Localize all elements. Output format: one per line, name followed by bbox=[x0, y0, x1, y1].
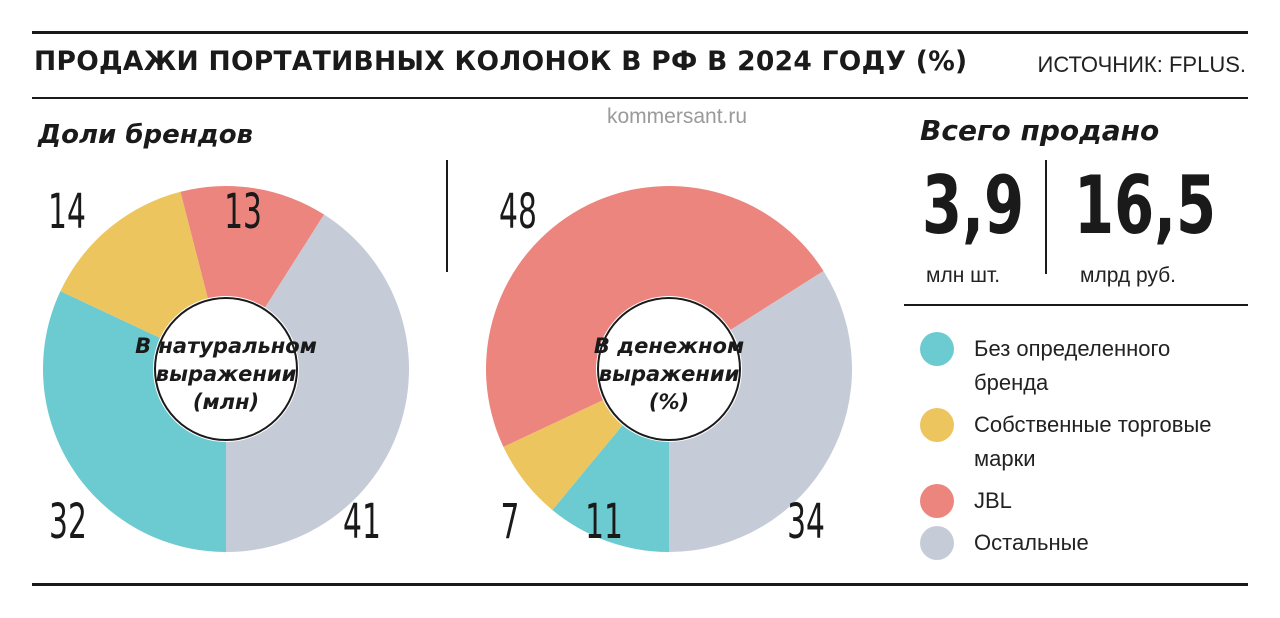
donut-center-1 bbox=[154, 297, 298, 441]
donut-center-text-2-2: выражении bbox=[599, 362, 740, 386]
donut-slice-2-4 bbox=[669, 270, 852, 552]
donut-slice-2-2 bbox=[503, 400, 623, 511]
donut-center-text-1-1: В натуральном bbox=[135, 334, 317, 358]
donut-value-label-2-4: 34 bbox=[787, 495, 825, 550]
donut-center-text-2-3: (%) bbox=[649, 390, 689, 414]
donut-slice-2-3 bbox=[485, 185, 824, 447]
donut-value-label-2-1: 11 bbox=[585, 495, 623, 550]
units-total-label: млн шт. bbox=[926, 264, 1001, 287]
donut-value-label-1-4: 41 bbox=[343, 495, 381, 550]
chart-title: ПРОДАЖИ ПОРТАТИВНЫХ КОЛОНОК В РФ В 2024 … bbox=[34, 46, 968, 77]
donut-slice-1-3 bbox=[180, 186, 325, 308]
title-rule bbox=[32, 97, 1248, 99]
donut-chart-2: В денежном выражении (%) 11 7 48 34 bbox=[485, 185, 852, 553]
legend-swatch bbox=[920, 484, 954, 518]
watermark: kommersant.ru bbox=[607, 105, 748, 128]
legend-swatch bbox=[920, 526, 954, 560]
shares-heading: Доли брендов bbox=[38, 120, 254, 150]
donut-chart-1: В натуральном выражении (млн) 32 14 13 41 bbox=[42, 185, 409, 553]
donut-value-label-1-2: 14 bbox=[48, 185, 86, 240]
donut-value-label-1-1: 32 bbox=[49, 495, 87, 550]
donut-charts: В натуральном выражении (млн) 32 14 13 41 В ден… bbox=[42, 185, 852, 553]
legend-swatch bbox=[920, 408, 954, 442]
top-rule bbox=[32, 31, 1248, 34]
donut-slice-2-1 bbox=[552, 425, 669, 553]
donut-value-label-2-2: 7 bbox=[501, 495, 520, 550]
donut-slice-1-2 bbox=[60, 191, 208, 338]
charts-separator bbox=[446, 160, 448, 272]
legend-swatch bbox=[920, 332, 954, 366]
legend-label: JBL bbox=[974, 488, 1012, 513]
totals-separator bbox=[1045, 160, 1047, 274]
donut-center-text-1-3: (млн) bbox=[193, 390, 259, 414]
totals-rule bbox=[904, 304, 1248, 306]
total-heading: Всего продано bbox=[920, 114, 1160, 147]
donut-value-label-1-3: 13 bbox=[224, 185, 262, 240]
donut-slice-1-1 bbox=[42, 291, 226, 552]
legend-label: Остальные bbox=[974, 530, 1089, 555]
legend-label: Собственные торговые марки bbox=[974, 412, 1212, 471]
donut-center-text-1-2: выражении bbox=[156, 362, 297, 386]
donut-center-text-2-1: В денежном bbox=[594, 334, 744, 358]
money-total-label: млрд руб. bbox=[1080, 264, 1177, 287]
legend-label: Без определенного бренда bbox=[974, 336, 1171, 395]
donut-slice-1-4 bbox=[226, 214, 409, 553]
units-total-value: 3,9 bbox=[922, 159, 1025, 252]
source-note: ИСТОЧНИК: FPLUS. bbox=[1037, 52, 1246, 77]
donut-center-2 bbox=[597, 297, 741, 441]
bottom-rule bbox=[32, 583, 1248, 586]
money-total-value: 16,5 bbox=[1074, 159, 1217, 252]
donut-value-label-2-3: 48 bbox=[499, 185, 537, 240]
